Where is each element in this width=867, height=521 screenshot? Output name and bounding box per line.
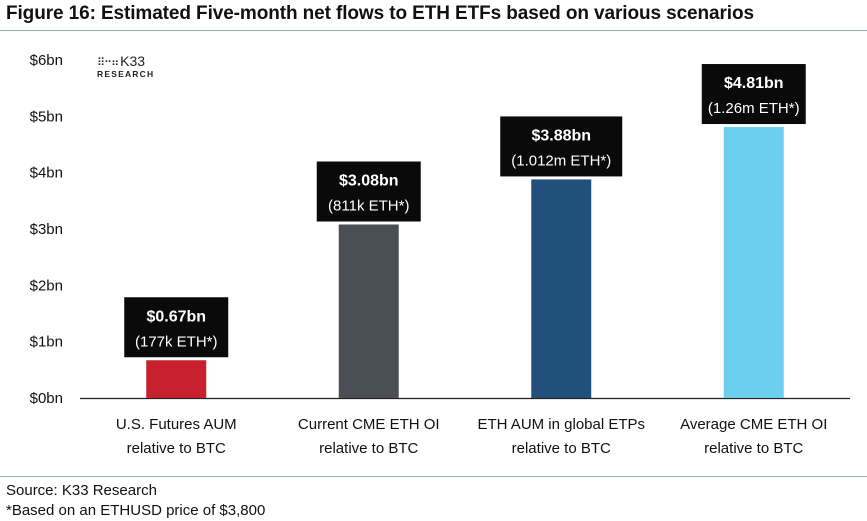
source-notes: Source: K33 Research *Based on an ETHUSD… [6,481,265,521]
data-label-value: $3.88bn [531,127,591,144]
logo-mark: ⠿⠒⠶ [97,56,119,69]
category-label: relative to BTC [319,440,418,457]
logo-subtitle: RESEARCH [97,69,155,79]
y-tick-label: $0bn [30,390,63,407]
data-label-eth: (811k ETH*) [328,197,409,214]
data-label-box [124,297,229,358]
bottom-rule [0,476,867,477]
category-label: ETH AUM in global ETPs [477,416,645,433]
category-label: U.S. Futures AUM [116,416,237,433]
y-tick-label: $5bn [30,108,63,125]
data-label-box [500,116,623,177]
category-label: relative to BTC [704,440,803,457]
footnote-text: *Based on an ETHUSD price of $3,800 [6,502,266,519]
bar [146,360,207,398]
bar [723,127,784,398]
data-label-value: $3.08bn [339,172,399,189]
data-label-eth: (177k ETH*) [135,333,218,350]
y-tick-label: $4bn [30,165,63,182]
data-label-value: $4.81bn [724,75,784,92]
data-label-eth: (1.012m ETH*) [511,152,611,169]
bar-chart: $0bn $1bn $2bn $3bn $4bn $5bn $6bn $0.67bn (177k… [30,52,850,457]
data-label-value: $0.67bn [146,308,206,325]
data-label-box [316,161,421,222]
category-label: Current CME ETH OI [298,416,440,433]
bar [338,224,399,398]
y-tick-label: $3bn [30,221,63,238]
y-tick-label: $1bn [30,334,63,351]
chart-title: Figure 16: Estimated Five-month net flow… [6,3,754,24]
bar [531,179,592,398]
data-label-box [701,64,806,125]
category-label: relative to BTC [127,440,226,457]
category-label: Average CME ETH OI [680,416,827,433]
logo-name: K33 [120,53,146,69]
k33-research-logo: ⠿⠒⠶ K33 RESEARCH [97,53,154,79]
data-label-eth: (1.26m ETH*) [708,100,800,117]
y-tick-label: $2bn [30,277,63,294]
source-text: Source: K33 Research [6,482,157,499]
y-tick-label: $6bn [30,52,63,69]
category-label: relative to BTC [512,440,611,457]
top-rule [0,30,867,31]
